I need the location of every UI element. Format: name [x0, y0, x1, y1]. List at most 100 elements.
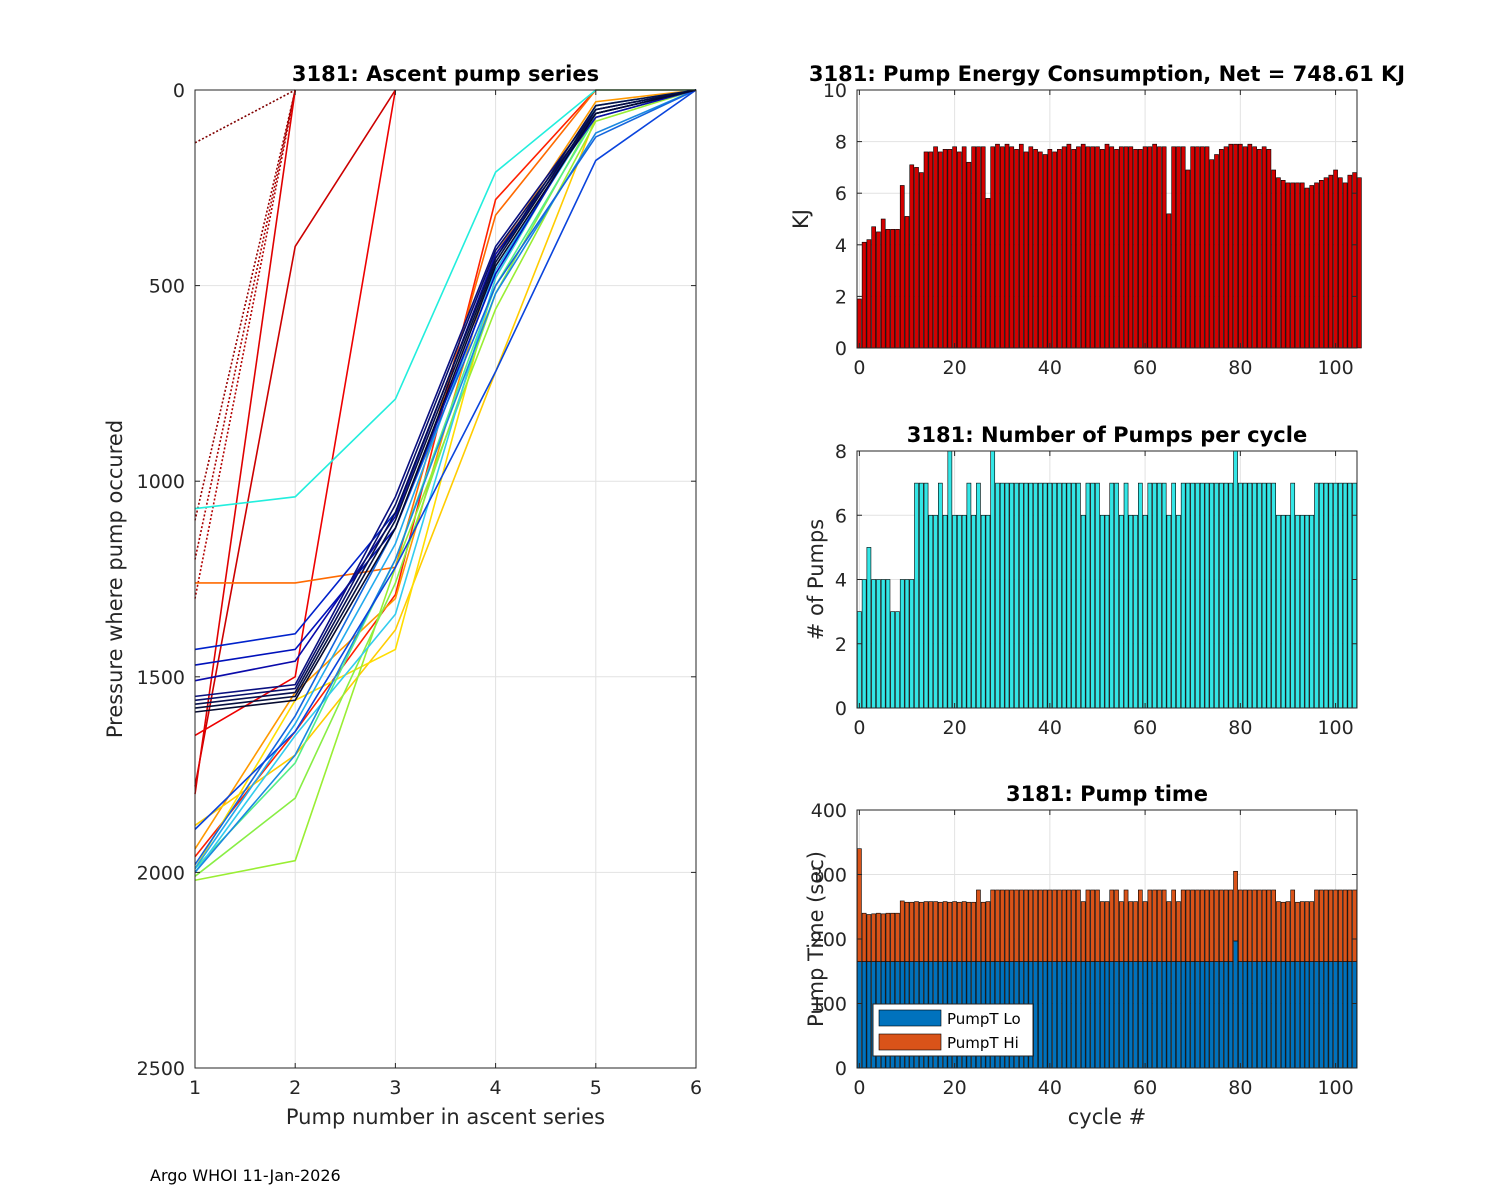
x-tick-label: 100 — [1317, 1077, 1353, 1099]
bar — [1018, 143, 1024, 349]
bar — [942, 149, 948, 349]
y-tick-label: 2500 — [137, 1058, 185, 1080]
bar — [1190, 482, 1196, 709]
bar — [1071, 149, 1076, 349]
series-line — [194, 89, 697, 873]
bar — [1238, 889, 1243, 962]
bar — [1323, 177, 1329, 349]
bar — [1066, 143, 1072, 349]
y-tick-label: 6 — [835, 183, 847, 205]
bar — [1261, 889, 1267, 962]
bar — [1028, 482, 1034, 709]
bar — [1109, 889, 1115, 962]
bar — [1299, 182, 1305, 349]
bar — [1214, 482, 1219, 709]
bar — [914, 901, 919, 962]
bar — [1285, 961, 1291, 1069]
bar — [1352, 172, 1357, 349]
y-tick-label: 200 — [811, 929, 847, 951]
bar — [1033, 961, 1038, 1069]
x-tick-label: 60 — [1133, 357, 1157, 379]
bar — [1295, 901, 1300, 962]
y-tick-label: 2 — [835, 286, 847, 308]
bar — [1090, 146, 1096, 349]
bar — [1214, 961, 1219, 1069]
bar — [1157, 961, 1162, 1069]
bar — [1185, 889, 1191, 962]
bar — [1309, 961, 1315, 1069]
x-tick-label: 5 — [590, 1077, 602, 1099]
bar — [1271, 889, 1276, 962]
bar — [1061, 889, 1067, 962]
bar — [1323, 482, 1329, 709]
bar — [1114, 149, 1119, 349]
bar — [1052, 482, 1057, 709]
bar — [1038, 151, 1043, 349]
series-line — [194, 89, 296, 560]
bar — [928, 514, 934, 709]
bar — [1138, 961, 1143, 1069]
bar — [1152, 143, 1157, 349]
bar — [1257, 961, 1262, 1069]
bar — [1276, 514, 1281, 709]
bar — [1333, 169, 1338, 349]
x-tick-label: 40 — [1038, 1077, 1062, 1099]
bar — [904, 579, 910, 709]
x-tick-label: 40 — [1038, 717, 1062, 739]
bar — [861, 579, 867, 709]
bar — [966, 161, 972, 349]
bar — [1152, 961, 1157, 1069]
series-line — [194, 89, 296, 521]
axes-box — [856, 89, 1358, 349]
bar — [1190, 889, 1196, 962]
bar — [1218, 482, 1224, 709]
bar — [866, 961, 872, 1069]
bar — [1080, 901, 1086, 962]
bar — [1195, 482, 1200, 709]
bar — [1018, 482, 1024, 709]
bar — [1033, 149, 1038, 349]
bar — [1076, 961, 1081, 1069]
bar — [1104, 514, 1110, 709]
bar — [942, 514, 948, 709]
bar — [1014, 889, 1019, 962]
bar — [1099, 961, 1105, 1069]
bar — [1095, 482, 1100, 709]
bar — [1180, 482, 1186, 709]
bar — [1266, 149, 1272, 349]
chart-title: 3181: Pump Energy Consumption, Net = 748… — [809, 62, 1405, 86]
bar — [1242, 889, 1248, 962]
bar — [990, 146, 996, 349]
bar — [1233, 870, 1238, 942]
bar — [1318, 180, 1324, 349]
y-tick-label: 0 — [835, 698, 847, 720]
bar — [1314, 182, 1319, 349]
bar — [1323, 961, 1329, 1069]
bar — [1280, 514, 1286, 709]
bar — [1085, 961, 1091, 1069]
x-tick-label: 3 — [389, 1077, 401, 1099]
bar — [1199, 961, 1205, 1069]
bar — [1180, 889, 1186, 962]
bar — [1261, 961, 1267, 1069]
bar — [1004, 482, 1010, 709]
bar — [1204, 146, 1210, 349]
bar — [933, 901, 938, 962]
bar — [1052, 889, 1057, 962]
bar — [1076, 482, 1081, 709]
bar — [1066, 482, 1072, 709]
bar — [1338, 961, 1343, 1069]
bar — [1304, 961, 1310, 1069]
bar — [1047, 961, 1053, 1069]
bar — [1080, 514, 1086, 709]
bar — [1099, 149, 1105, 349]
bar — [1223, 889, 1229, 962]
bar — [904, 901, 910, 962]
bar — [1228, 482, 1234, 709]
legend-label: PumpT Hi — [947, 1034, 1019, 1052]
bar — [923, 151, 929, 349]
bar — [1076, 889, 1081, 962]
bar — [904, 216, 910, 349]
bar — [1099, 514, 1105, 709]
bar — [1357, 177, 1362, 349]
